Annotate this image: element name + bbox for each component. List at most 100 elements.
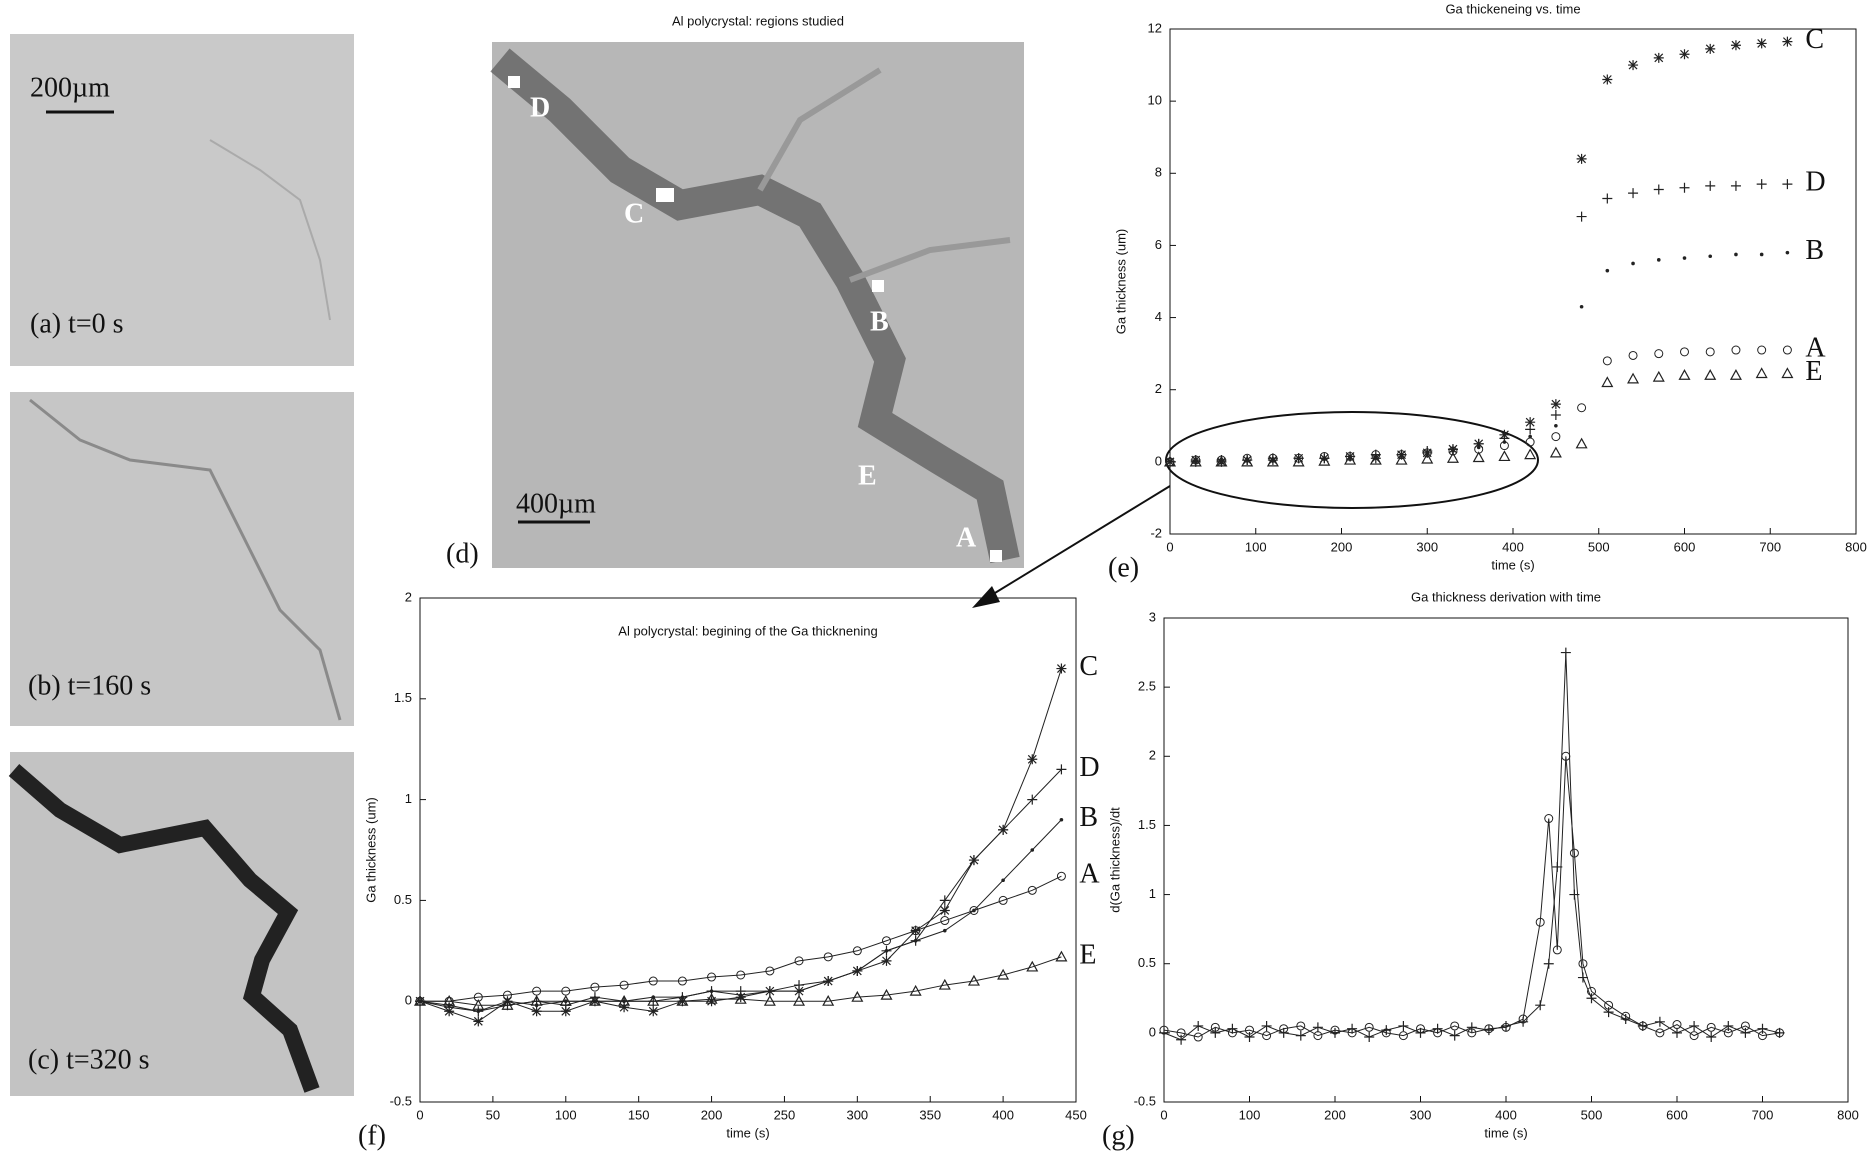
marker	[1672, 1027, 1682, 1038]
marker	[1708, 254, 1713, 259]
marker	[1550, 399, 1561, 410]
x-tick-label: 100	[1245, 539, 1267, 554]
marker	[1398, 1031, 1408, 1041]
region-marker	[656, 188, 674, 202]
marker	[619, 1002, 630, 1013]
x-tick-label: 0	[416, 1107, 423, 1122]
marker	[1193, 1032, 1203, 1042]
marker	[1027, 794, 1038, 805]
marker	[1189, 455, 1202, 467]
marker	[1472, 451, 1485, 463]
marker	[1467, 1028, 1477, 1038]
marker	[1654, 349, 1664, 359]
marker	[852, 946, 862, 956]
marker	[1176, 1034, 1187, 1045]
grain-boundary	[29, 398, 342, 721]
marker	[1678, 369, 1691, 380]
marker	[1319, 451, 1329, 461]
panel-label: (e)	[1108, 552, 1139, 583]
y-tick-label: 0.5	[1138, 955, 1156, 970]
marker	[1055, 950, 1068, 962]
marker	[1518, 1014, 1528, 1024]
marker	[648, 1006, 659, 1017]
marker	[735, 992, 746, 1003]
marker	[1729, 369, 1742, 380]
y-tick-label: 1	[1149, 886, 1156, 901]
marker	[1056, 764, 1067, 775]
x-axis-label: time (s)	[1484, 1125, 1527, 1140]
marker	[1193, 460, 1198, 464]
series-line	[420, 956, 1062, 1006]
marker	[1656, 258, 1661, 262]
marker	[1525, 424, 1536, 435]
marker	[1294, 453, 1304, 463]
marker	[998, 824, 1009, 835]
x-tick-label: 350	[919, 1107, 941, 1122]
region-label: B	[870, 306, 889, 337]
marker	[1723, 1028, 1733, 1038]
marker	[560, 1006, 571, 1017]
region-label: D	[530, 92, 550, 123]
marker	[1448, 446, 1458, 456]
marker	[822, 994, 835, 1006]
marker	[705, 992, 718, 1004]
x-tick-label: 300	[1410, 1107, 1432, 1122]
marker	[677, 976, 687, 986]
marker	[768, 989, 772, 993]
marker	[765, 966, 775, 976]
marker	[618, 994, 631, 1006]
marker	[709, 989, 714, 993]
x-tick-label: 250	[774, 1107, 796, 1122]
marker	[1422, 448, 1432, 458]
marker	[1782, 345, 1792, 355]
marker	[1785, 250, 1790, 255]
marker	[676, 994, 689, 1006]
marker	[1227, 1028, 1237, 1038]
marker	[1241, 455, 1254, 467]
marker	[1628, 188, 1639, 199]
region-label: A	[956, 522, 977, 553]
marker	[1551, 432, 1561, 442]
marker	[736, 970, 746, 980]
x-tick-label: 100	[555, 1107, 577, 1122]
marker	[1296, 1021, 1306, 1031]
marker	[855, 969, 860, 973]
marker	[1560, 647, 1571, 658]
marker	[1706, 1022, 1716, 1032]
grain-boundary	[490, 48, 1020, 564]
marker	[1755, 367, 1768, 379]
y-tick-label: 1.5	[394, 690, 412, 705]
marker	[884, 949, 889, 953]
marker	[1782, 179, 1793, 190]
panel-label: (a) t=0 s	[30, 308, 124, 339]
series-label: A	[1079, 859, 1100, 890]
marker	[1056, 871, 1066, 881]
chart-title: Ga thickeneing vs. time	[1445, 1, 1580, 16]
x-tick-label: 200	[1331, 539, 1353, 554]
marker	[1679, 49, 1690, 60]
region-marker	[508, 76, 520, 88]
marker	[1549, 446, 1562, 458]
marker	[763, 994, 776, 1006]
marker	[476, 1009, 481, 1014]
marker	[1398, 1020, 1409, 1031]
marker	[967, 974, 980, 986]
panel-label: (f)	[358, 1120, 386, 1151]
marker	[413, 994, 427, 1006]
marker	[1569, 848, 1579, 858]
marker	[1579, 304, 1584, 309]
marker	[1345, 451, 1355, 461]
marker	[793, 994, 806, 1006]
x-tick-label: 150	[628, 1107, 650, 1122]
marker	[1605, 268, 1610, 273]
x-tick-label: 0	[1160, 1107, 1167, 1122]
marker	[1499, 441, 1509, 451]
marker	[648, 976, 658, 986]
marker	[1027, 885, 1037, 895]
x-tick-label: 50	[486, 1107, 500, 1122]
marker	[1730, 40, 1741, 51]
y-tick-label: 0	[1155, 453, 1162, 468]
marker	[1244, 1032, 1255, 1043]
zoom-arrow	[989, 485, 1171, 597]
marker	[881, 955, 892, 966]
